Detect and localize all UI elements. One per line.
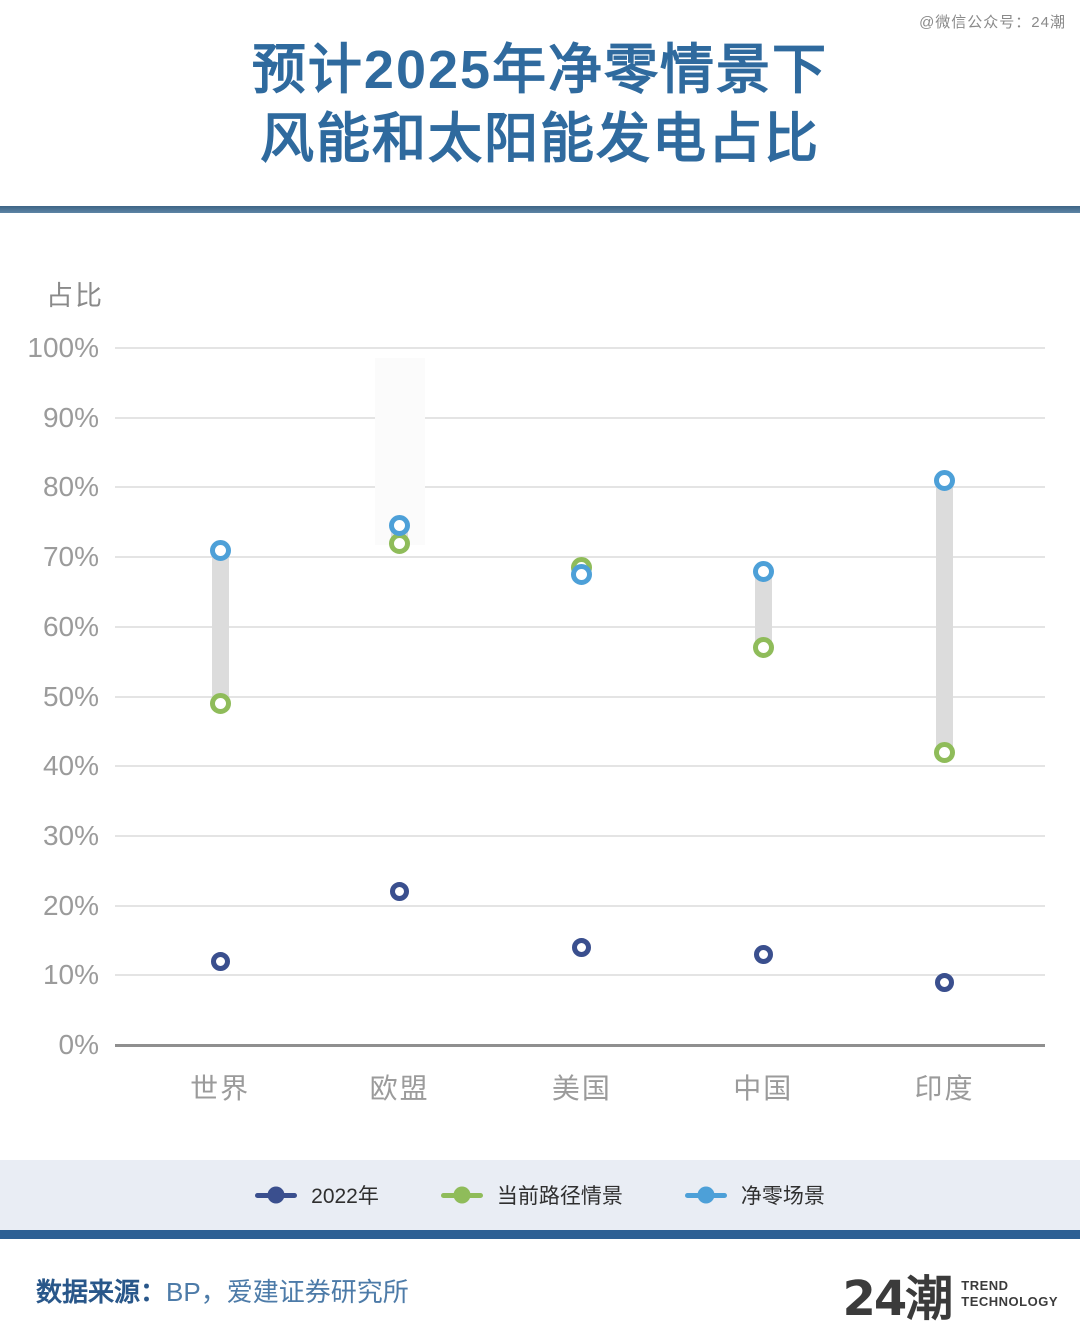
x-label-欧盟: 欧盟 bbox=[369, 1073, 430, 1104]
page-title: 预计2025年净零情景下 风能和太阳能发电占比 bbox=[0, 36, 1080, 174]
marker-2022年-中国 bbox=[753, 944, 773, 964]
marker-2022年-世界 bbox=[210, 951, 230, 971]
legend-dot-current-path-icon bbox=[453, 1186, 471, 1204]
legend: 2022年 当前路径情景 净零场景 bbox=[0, 1160, 1080, 1230]
legend-marker-net-zero-icon bbox=[684, 1186, 727, 1204]
brand-logo: 24潮 TREND TECHNOLOGY bbox=[842, 1259, 1058, 1329]
legend-item-2022: 2022年 bbox=[255, 1180, 379, 1210]
legend-dot-2022-icon bbox=[267, 1186, 285, 1204]
data-source: 数据来源：BP，爱建证券研究所 bbox=[36, 1272, 409, 1309]
legend-marker-current-path-icon bbox=[440, 1186, 483, 1204]
x-label-世界: 世界 bbox=[190, 1073, 251, 1104]
marker-当前路径情景-中国 bbox=[752, 637, 774, 659]
marker-净零场景-世界 bbox=[209, 539, 231, 561]
gridline-90 bbox=[115, 416, 1045, 419]
wechat-watermark: @微信公众号：24潮 bbox=[919, 14, 1066, 31]
marker-净零场景-欧盟 bbox=[389, 515, 411, 537]
y-tick-50: 50% bbox=[42, 680, 99, 712]
y-axis-title: 占比 bbox=[46, 281, 104, 311]
brand-logo-sub2: TECHNOLOGY bbox=[961, 1294, 1058, 1309]
y-tick-10: 10% bbox=[42, 959, 99, 991]
footer-divider-bar bbox=[0, 1230, 1080, 1239]
gridline-100 bbox=[115, 347, 1045, 349]
marker-2022年-美国 bbox=[572, 937, 592, 957]
marker-净零场景-印度 bbox=[934, 469, 956, 491]
title-divider bbox=[0, 206, 1080, 213]
y-tick-100: 100% bbox=[27, 332, 99, 363]
page-title-line2: 风能和太阳能发电占比 bbox=[260, 109, 820, 170]
gridline-60 bbox=[115, 625, 1045, 628]
y-tick-40: 40% bbox=[42, 750, 99, 782]
marker-净零场景-美国 bbox=[571, 564, 593, 586]
gridline-40 bbox=[115, 765, 1045, 768]
legend-label-net-zero: 净零场景 bbox=[740, 1185, 825, 1208]
gridline-20 bbox=[115, 904, 1045, 907]
y-tick-90: 90% bbox=[42, 401, 99, 433]
x-label-中国: 中国 bbox=[733, 1073, 794, 1104]
footer: 数据来源：BP，爱建证券研究所 24潮 TREND TECHNOLOGY bbox=[0, 1239, 1080, 1337]
connector-中国 bbox=[754, 571, 772, 648]
data-source-text: BP，爱建证券研究所 bbox=[166, 1277, 409, 1307]
marker-2022年-欧盟 bbox=[390, 882, 410, 902]
legend-item-net-zero: 净零场景 bbox=[684, 1180, 825, 1210]
gridline-30 bbox=[115, 834, 1045, 837]
x-label-美国: 美国 bbox=[551, 1073, 612, 1104]
chart-plot: 0% 10% 20% 30% 40% 50% 60% 70% 80% 90% 100% 世界 欧盟 美国 中… bbox=[27, 332, 1045, 1104]
marker-当前路径情景-印度 bbox=[934, 741, 956, 763]
connector-印度 bbox=[936, 480, 954, 753]
legend-label-2022: 2022年 bbox=[311, 1185, 379, 1208]
legend-item-current-path: 当前路径情景 bbox=[440, 1180, 623, 1210]
data-source-label: 数据来源： bbox=[36, 1277, 167, 1307]
connector-世界 bbox=[211, 550, 229, 704]
marker-2022年-印度 bbox=[935, 972, 955, 992]
gridline-80 bbox=[115, 486, 1045, 489]
y-tick-70: 70% bbox=[42, 541, 99, 573]
y-tick-80: 80% bbox=[42, 471, 99, 503]
y-tick-20: 20% bbox=[42, 889, 99, 921]
brand-logo-sub1: TREND bbox=[961, 1277, 1009, 1293]
brand-logo-subtitle: TREND TECHNOLOGY bbox=[961, 1278, 1058, 1311]
y-tick-0: 0% bbox=[58, 1029, 99, 1060]
ghost-band bbox=[374, 358, 425, 545]
page-title-line1: 预计2025年净零情景下 bbox=[251, 40, 829, 100]
y-tick-30: 30% bbox=[42, 819, 99, 851]
brand-logo-text: 24潮 bbox=[842, 1271, 953, 1327]
y-tick-60: 60% bbox=[42, 610, 99, 642]
legend-label-current-path: 当前路径情景 bbox=[496, 1185, 623, 1208]
marker-净零场景-中国 bbox=[752, 560, 774, 582]
legend-dot-net-zero-icon bbox=[697, 1186, 715, 1204]
gridline-10 bbox=[115, 974, 1045, 977]
legend-marker-2022-icon bbox=[255, 1186, 298, 1204]
gridline-0 bbox=[115, 1044, 1045, 1047]
marker-当前路径情景-世界 bbox=[209, 692, 231, 714]
gridline-50 bbox=[115, 695, 1045, 698]
x-label-印度: 印度 bbox=[914, 1073, 975, 1104]
